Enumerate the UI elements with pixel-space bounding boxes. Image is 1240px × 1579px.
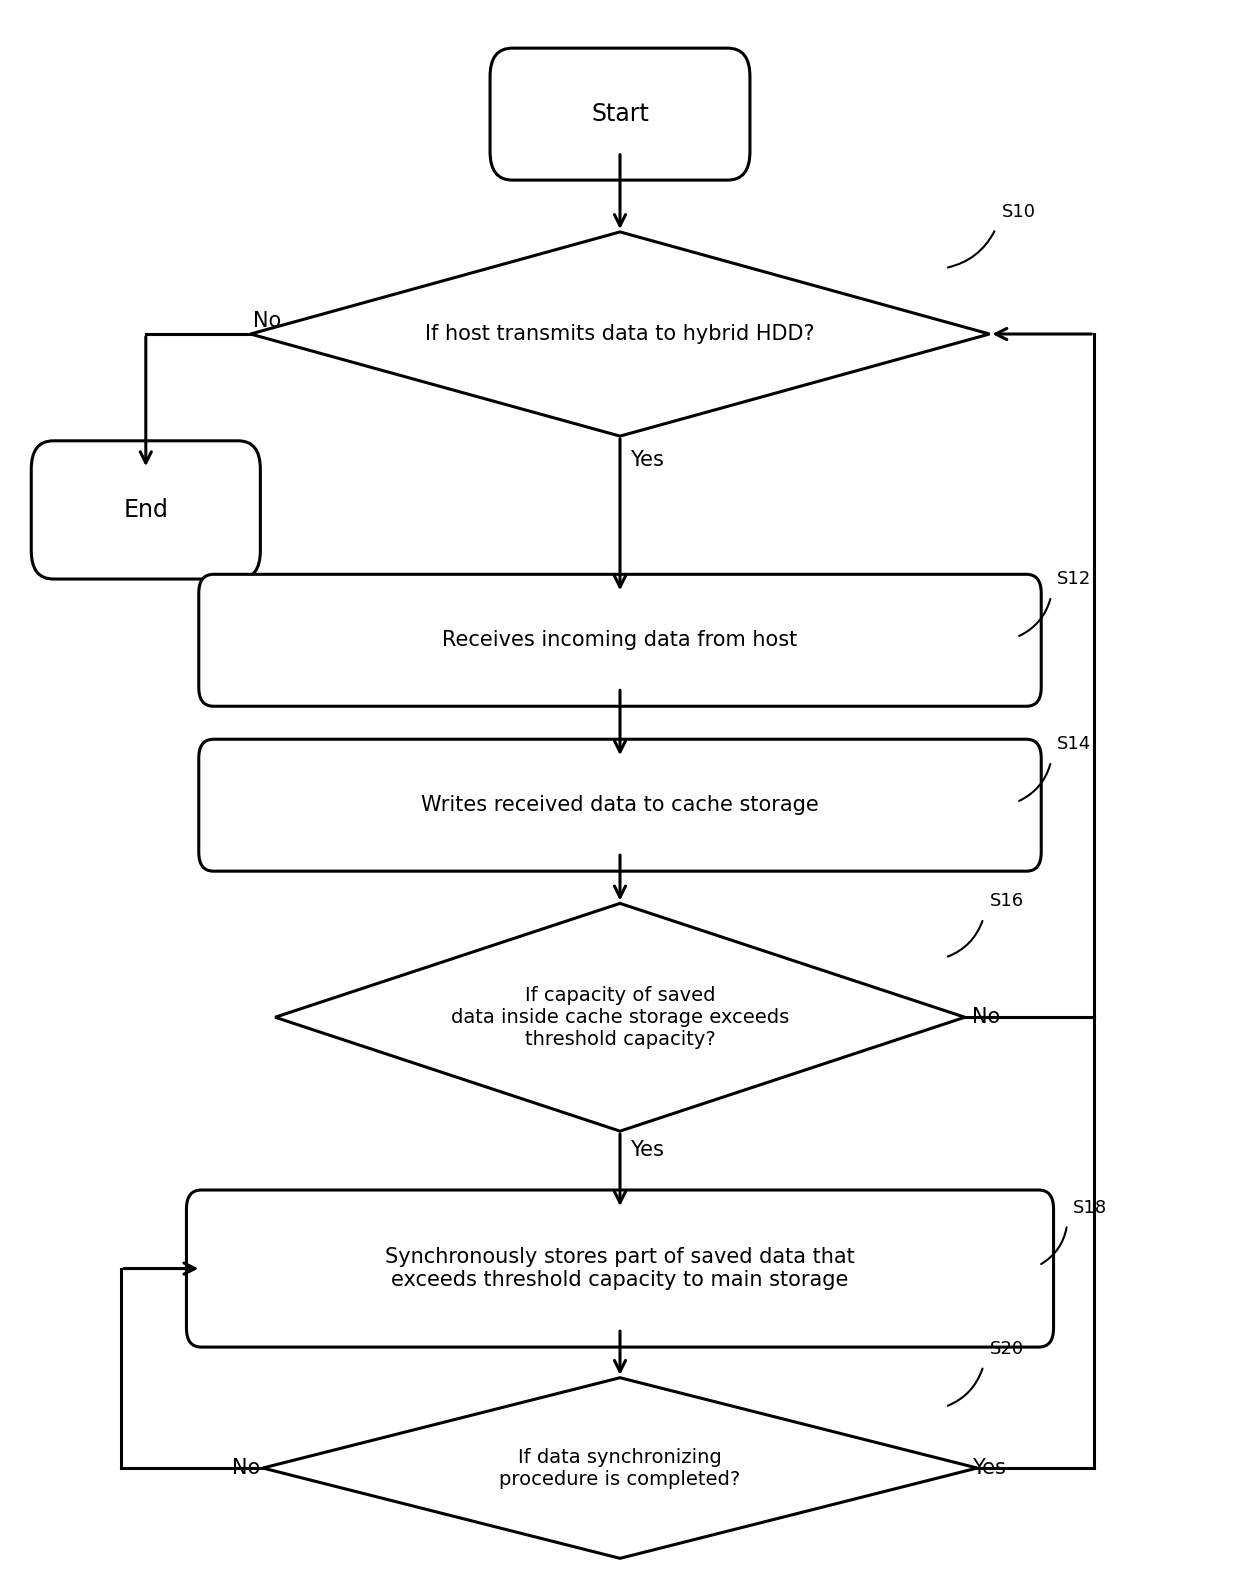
Text: Yes: Yes bbox=[972, 1457, 1006, 1478]
Text: S16: S16 bbox=[990, 892, 1024, 911]
Text: S20: S20 bbox=[990, 1341, 1024, 1358]
FancyBboxPatch shape bbox=[186, 1191, 1054, 1347]
Text: No: No bbox=[972, 1007, 1001, 1028]
FancyBboxPatch shape bbox=[31, 441, 260, 579]
Text: S10: S10 bbox=[1002, 204, 1035, 221]
FancyBboxPatch shape bbox=[490, 47, 750, 180]
Text: S14: S14 bbox=[1058, 736, 1091, 753]
Polygon shape bbox=[263, 1378, 977, 1558]
Text: Yes: Yes bbox=[630, 1140, 663, 1159]
FancyBboxPatch shape bbox=[198, 575, 1042, 706]
Text: End: End bbox=[123, 497, 169, 523]
Text: If capacity of saved
data inside cache storage exceeds
threshold capacity?: If capacity of saved data inside cache s… bbox=[451, 985, 789, 1048]
Text: Writes received data to cache storage: Writes received data to cache storage bbox=[422, 796, 818, 815]
FancyBboxPatch shape bbox=[198, 739, 1042, 872]
Text: Yes: Yes bbox=[630, 450, 663, 471]
Text: Synchronously stores part of saved data that
exceeds threshold capacity to main : Synchronously stores part of saved data … bbox=[386, 1247, 854, 1290]
Text: Start: Start bbox=[591, 103, 649, 126]
Text: S12: S12 bbox=[1058, 570, 1091, 589]
Text: No: No bbox=[232, 1457, 260, 1478]
Polygon shape bbox=[275, 903, 965, 1131]
Text: If data synchronizing
procedure is completed?: If data synchronizing procedure is compl… bbox=[500, 1448, 740, 1489]
Polygon shape bbox=[250, 232, 990, 436]
Text: No: No bbox=[253, 311, 281, 332]
Text: If host transmits data to hybrid HDD?: If host transmits data to hybrid HDD? bbox=[425, 324, 815, 344]
Text: Receives incoming data from host: Receives incoming data from host bbox=[443, 630, 797, 651]
Text: S18: S18 bbox=[1074, 1198, 1107, 1217]
